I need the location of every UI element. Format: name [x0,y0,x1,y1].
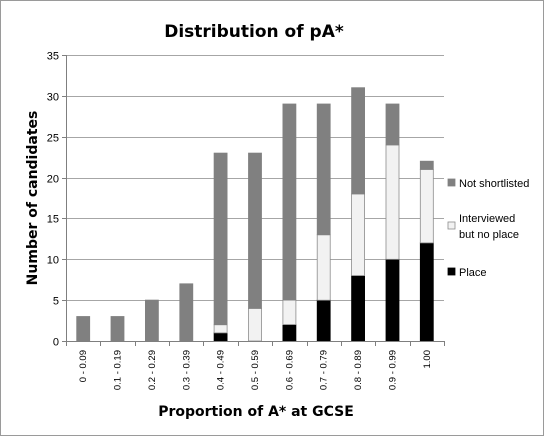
bar-segment [419,242,434,342]
bar-segment [110,316,125,342]
legend-swatch [447,267,456,276]
bar-segment [419,168,434,244]
axes [66,55,445,346]
bar-segment [316,234,331,301]
x-tick-label: 0.9 - 0.99 [388,350,399,390]
y-tick-labels: 0 5 10 15 20 25 30 35 [47,51,59,349]
y-tick-label: 30 [47,92,59,104]
x-tick-label: 0.2 - 0.29 [147,350,158,390]
bar-segment [179,283,194,342]
y-tick-label: 25 [47,133,59,145]
bar-segment [144,299,159,342]
legend-swatch [447,221,456,230]
bar-segment [316,299,331,342]
y-tick-label: 20 [47,174,59,186]
x-tick-label: 0.3 - 0.39 [181,350,192,390]
bar-segment [248,152,262,309]
x-tick-label: 0.7 - 0.79 [319,350,330,390]
bars [76,87,434,342]
legend: Not shortlisted Interviewed but no place Pl… [447,178,529,279]
bar-segment [316,103,331,236]
chart-title: Distribution of pA* [164,22,344,42]
bar-segment [213,152,228,326]
bar-segment [419,160,434,170]
y-tick-label: 0 [53,337,59,349]
x-tick-label: 0.8 - 0.89 [353,350,364,390]
y-tick-label: 10 [47,255,59,267]
legend-label: Interviewed [459,213,515,225]
legend-label: but no place [459,229,519,241]
bar-segment [351,193,366,276]
legend-swatch [447,178,456,187]
bar-segment [282,324,297,342]
x-tick-label: 0.6 - 0.69 [284,350,295,390]
y-tick-label: 35 [47,51,59,63]
y-tick-label: 5 [53,296,59,308]
x-tick-label: 0.5 - 0.59 [250,350,261,390]
x-tick-label: 0.4 - 0.49 [216,350,227,390]
x-tick-labels: 0 - 0.09 0.1 - 0.19 0.2 - 0.29 0.3 - 0.39 0.… [78,350,433,390]
bar-segment [213,332,228,342]
bar-segment [76,316,91,342]
x-axis-title: Proportion of A* at GCSE [158,404,354,420]
bar-segment [385,258,400,342]
bar-segment [213,324,228,334]
y-tick-label: 15 [47,214,59,226]
y-axis-title: Number of candidates [25,111,41,286]
x-tick-label: 0.1 - 0.19 [113,350,124,390]
bar-segment [351,275,366,342]
legend-label: Place [459,267,487,279]
x-tick-label: 1.00 [422,350,433,369]
bar-segment [282,299,297,326]
bar-segment [385,144,400,260]
x-tick-label: 0 - 0.09 [78,350,89,382]
bar-segment [385,103,400,146]
bar-segment [351,87,366,195]
bar-segment [282,103,297,301]
legend-label: Not shortlisted [459,178,529,190]
bar-segment [248,307,262,342]
